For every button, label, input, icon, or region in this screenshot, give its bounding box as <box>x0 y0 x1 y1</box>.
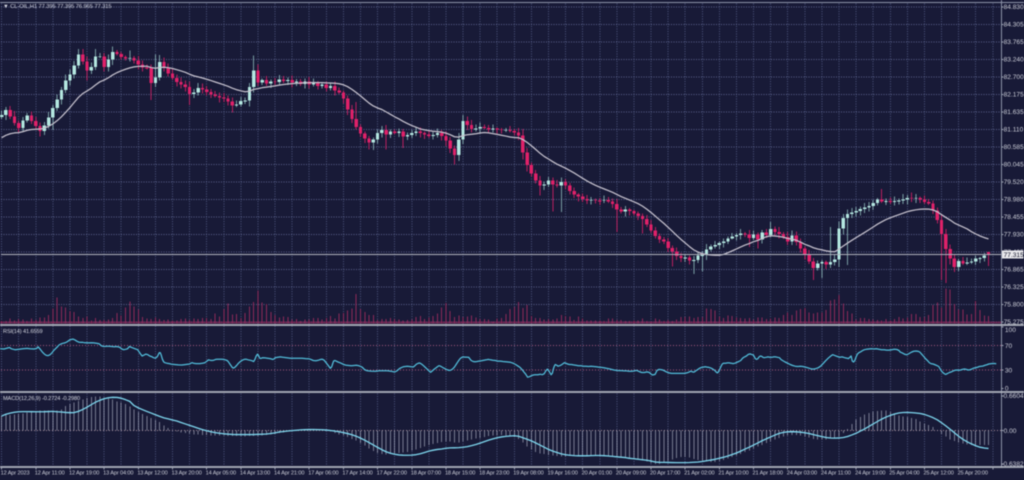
svg-text:14 Apr 13:00: 14 Apr 13:00 <box>240 471 270 477</box>
svg-text:0.6604: 0.6604 <box>1004 393 1024 400</box>
svg-text:70: 70 <box>1005 343 1013 350</box>
svg-text:12 Apr 11:00: 12 Apr 11:00 <box>35 471 65 477</box>
svg-text:19 Apr 16:00: 19 Apr 16:00 <box>547 471 577 477</box>
svg-text:18 Apr 23:00: 18 Apr 23:00 <box>479 471 509 477</box>
svg-text:25 Apr 04:00: 25 Apr 04:00 <box>889 471 919 477</box>
svg-text:17 Apr 06:00: 17 Apr 06:00 <box>308 471 338 477</box>
svg-text:76.325: 76.325 <box>1004 284 1024 291</box>
svg-text:20 Apr 09:00: 20 Apr 09:00 <box>616 471 646 477</box>
svg-text:20 Apr 01:00: 20 Apr 01:00 <box>582 471 612 477</box>
svg-text:76.865: 76.865 <box>1004 267 1024 274</box>
svg-text:79.520: 79.520 <box>1004 179 1024 186</box>
svg-text:30: 30 <box>1005 367 1013 374</box>
svg-text:21 Apr 18:00: 21 Apr 18:00 <box>753 471 783 477</box>
svg-text:18 Apr 15:00: 18 Apr 15:00 <box>445 471 475 477</box>
svg-text:19 Apr 08:00: 19 Apr 08:00 <box>513 471 543 477</box>
svg-text:83.240: 83.240 <box>1004 57 1024 64</box>
svg-text:75.800: 75.800 <box>1004 302 1024 309</box>
svg-text:78.980: 78.980 <box>1004 197 1024 204</box>
svg-text:84.830: 84.830 <box>1004 4 1024 11</box>
svg-text:13 Apr 12:00: 13 Apr 12:00 <box>137 471 167 477</box>
svg-text:77.315: 77.315 <box>1004 252 1024 259</box>
svg-text:81.635: 81.635 <box>1004 109 1024 116</box>
svg-text:14 Apr 05:00: 14 Apr 05:00 <box>206 471 236 477</box>
svg-text:25 Apr 12:00: 25 Apr 12:00 <box>923 471 953 477</box>
svg-text:0.00: 0.00 <box>1004 428 1017 435</box>
svg-text:81.110: 81.110 <box>1004 127 1024 134</box>
svg-text:18 Apr 07:00: 18 Apr 07:00 <box>411 471 441 477</box>
svg-text:13 Apr 04:00: 13 Apr 04:00 <box>103 471 133 477</box>
svg-text:17 Apr 22:00: 17 Apr 22:00 <box>377 471 407 477</box>
svg-text:13 Apr 20:00: 13 Apr 20:00 <box>172 471 202 477</box>
svg-text:24 Apr 03:00: 24 Apr 03:00 <box>787 471 817 477</box>
svg-text:17 Apr 14:00: 17 Apr 14:00 <box>342 471 372 477</box>
svg-text:84.305: 84.305 <box>1004 22 1024 29</box>
svg-text:RSI(14) 41.6559: RSI(14) 41.6559 <box>3 329 43 335</box>
svg-text:75.275: 75.275 <box>1004 319 1024 326</box>
svg-text:0: 0 <box>1005 386 1009 393</box>
svg-text:21 Apr 02:00: 21 Apr 02:00 <box>684 471 714 477</box>
svg-text:MACD(12,26,9) -0.2724 -0.2980: MACD(12,26,9) -0.2724 -0.2980 <box>3 396 80 402</box>
svg-text:82.700: 82.700 <box>1004 74 1024 81</box>
svg-text:82.175: 82.175 <box>1004 92 1024 99</box>
svg-text:20 Apr 17:00: 20 Apr 17:00 <box>650 471 680 477</box>
svg-text:21 Apr 10:00: 21 Apr 10:00 <box>718 471 748 477</box>
svg-text:80.045: 80.045 <box>1004 162 1024 169</box>
svg-text:▼ CL-OIL,H1 77.395 77.395 76.9: ▼ CL-OIL,H1 77.395 77.395 76.965 77.315 <box>3 4 112 10</box>
svg-text:100: 100 <box>1005 327 1016 334</box>
svg-text:12 Apr 2023: 12 Apr 2023 <box>1 471 30 477</box>
svg-text:77.930: 77.930 <box>1004 232 1024 239</box>
svg-text:12 Apr 19:00: 12 Apr 19:00 <box>69 471 99 477</box>
svg-text:78.455: 78.455 <box>1004 214 1024 221</box>
svg-text:25 Apr 20:00: 25 Apr 20:00 <box>958 471 988 477</box>
svg-text:-0.6382: -0.6382 <box>1001 461 1024 468</box>
svg-text:24 Apr 19:00: 24 Apr 19:00 <box>855 471 885 477</box>
svg-text:24 Apr 11:00: 24 Apr 11:00 <box>821 471 851 477</box>
svg-text:14 Apr 21:00: 14 Apr 21:00 <box>274 471 304 477</box>
svg-text:83.765: 83.765 <box>1004 39 1024 46</box>
svg-text:80.585: 80.585 <box>1004 144 1024 151</box>
